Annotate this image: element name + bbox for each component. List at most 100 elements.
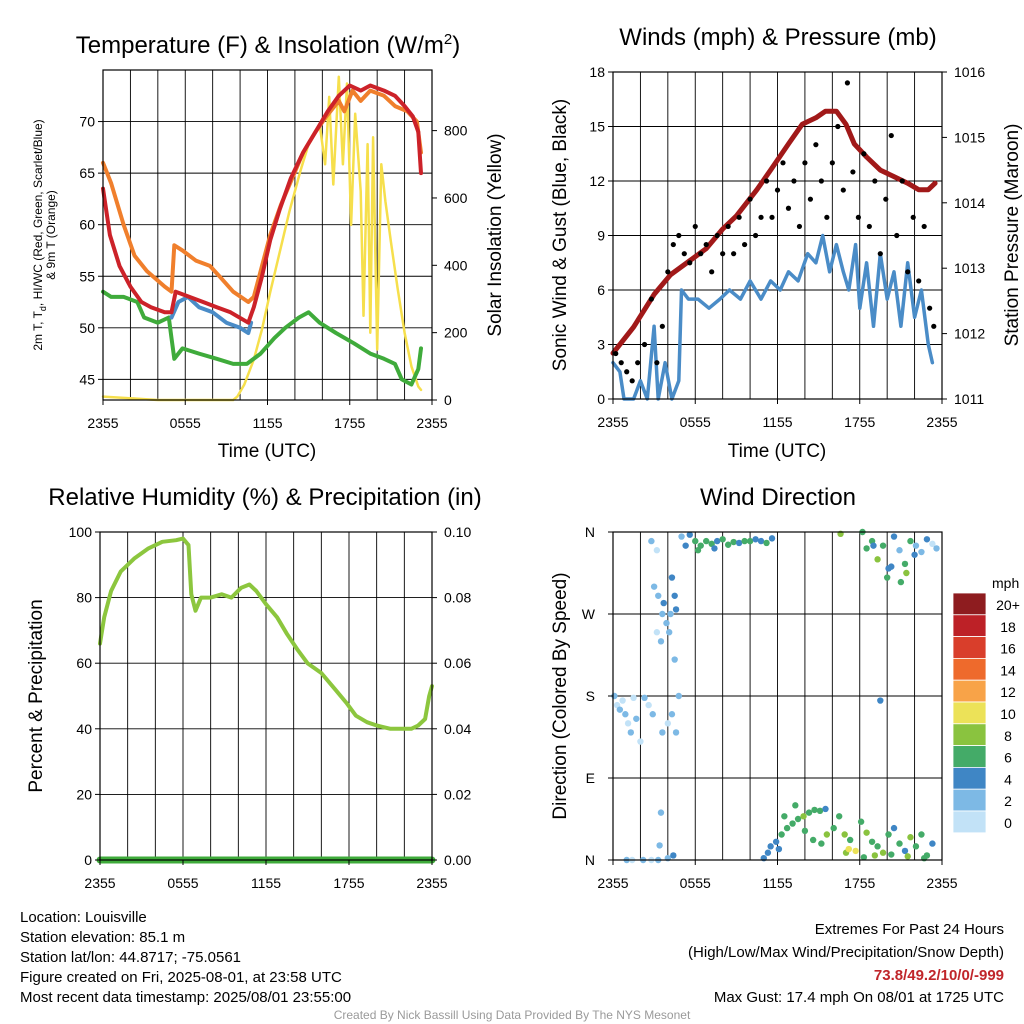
direction-point <box>711 545 718 552</box>
temperature-y-tick-label: 55 <box>79 268 95 284</box>
wind-direction-panel: Wind Direction 2355 0555 1155 1755 2355NESWN… <box>550 484 1020 891</box>
direction-point <box>888 851 895 858</box>
direction-point <box>811 806 818 814</box>
svg-text:2m T, Td, HI/WC (Red, Green, S: 2m T, Td, HI/WC (Red, Green, Scarlet/Blu… <box>31 119 48 350</box>
direction-point <box>857 818 865 825</box>
direction-point <box>818 840 825 847</box>
gust-point <box>850 169 856 175</box>
wind-direction-y-tick-label: N <box>585 524 595 540</box>
gust-point <box>894 232 900 239</box>
gust-point <box>916 278 922 284</box>
direction-point <box>835 813 843 820</box>
winds-y2-tick-label: 1014 <box>954 195 985 211</box>
direction-point <box>671 656 678 663</box>
winds-line-pressure <box>610 108 938 356</box>
temperature-line-yellow <box>101 75 423 402</box>
direction-point <box>863 545 870 552</box>
direction-point <box>649 711 656 718</box>
humidity-y-tick-label: 20 <box>76 786 92 802</box>
gust-point <box>629 378 635 384</box>
temperature-y2-tick-label: 800 <box>444 123 468 139</box>
humidity-x-tick-label: 1755 <box>333 875 364 891</box>
direction-point <box>630 694 637 702</box>
direction-point <box>659 610 666 618</box>
direction-point <box>768 535 776 542</box>
direction-point <box>933 545 940 552</box>
direction-point <box>657 638 665 645</box>
humidity-x-tick-label: 1155 <box>251 875 281 891</box>
direction-point <box>883 574 891 581</box>
direction-point <box>667 610 674 618</box>
gust-point <box>736 214 742 220</box>
winds-y-tick-label: 18 <box>589 64 605 80</box>
max-gust: Max Gust: 17.4 mph On 08/01 at 1725 UTC <box>714 989 1004 1006</box>
direction-point <box>616 706 624 713</box>
speed-legend-swatch <box>952 810 987 834</box>
winds-x-axis-label: Time (UTC) <box>728 441 827 462</box>
direction-point <box>896 547 903 554</box>
winds-panel: Winds (mph) & Pressure (mb) 2355 0555 1155… <box>550 24 1023 462</box>
direction-point <box>713 537 721 545</box>
gust-point <box>648 296 654 302</box>
direction-point <box>801 827 809 835</box>
station-info: Location: Louisville Station elevation: … <box>20 909 351 1006</box>
direction-point <box>874 556 881 563</box>
direction-point <box>772 838 780 845</box>
info-latlon: Station lat/lon: 44.8717; -75.0561 <box>20 949 241 966</box>
gust-point <box>692 223 698 230</box>
gust-point <box>763 178 770 184</box>
speed-legend-swatch <box>952 723 987 746</box>
temperature-line-red <box>101 83 423 325</box>
direction-point <box>863 829 870 836</box>
humidity-y2-tick-label: 0.10 <box>444 524 471 540</box>
direction-point <box>885 831 892 838</box>
credit-line: Created By Nick Bassill Using Data Provi… <box>334 1008 691 1022</box>
direction-point <box>675 692 682 700</box>
temperature-tick-labels: 2355 0555 1155 1755 2355 45 50 55 60 65 70 0 200 400 6… <box>79 114 467 431</box>
direction-point <box>912 542 920 549</box>
direction-point <box>794 815 802 823</box>
gust-point <box>659 323 665 329</box>
direction-point <box>896 840 903 847</box>
speed-legend-label: 20+ <box>996 597 1020 613</box>
winds-x-tick-label: 1755 <box>844 414 875 430</box>
humidity-gridlines <box>100 532 432 860</box>
speed-legend-swatch <box>952 592 987 616</box>
gust-point <box>835 123 841 130</box>
direction-point <box>692 537 699 545</box>
direction-point <box>763 539 770 547</box>
temperature-title: Temperature (F) & Insolation (W/m2) <box>76 31 460 59</box>
humidity-tick-labels: 2355 0555 1155 1755 2355 0 20 40 60 80 100 0.00 0.02… <box>69 524 472 891</box>
direction-point <box>805 809 813 816</box>
winds-y-tick-label: 0 <box>597 391 605 407</box>
direction-point <box>671 592 678 599</box>
gust-point <box>613 350 619 357</box>
direction-point <box>918 548 925 556</box>
winds-series <box>610 80 938 401</box>
direction-point <box>901 560 909 568</box>
direction-point <box>904 853 911 860</box>
direction-point <box>656 842 663 849</box>
direction-point <box>877 697 884 704</box>
direction-point <box>923 536 931 543</box>
direction-point <box>633 715 640 722</box>
direction-point <box>678 533 685 540</box>
direction-point <box>781 813 788 820</box>
winds-y-tick-label: 9 <box>597 228 605 244</box>
temperature-y-tick-label: 50 <box>79 320 95 336</box>
wind-direction-points <box>611 528 940 864</box>
direction-point <box>637 738 644 745</box>
gust-point <box>829 160 835 166</box>
direction-point <box>764 849 772 856</box>
gust-point <box>910 214 916 220</box>
wind-direction-y-tick-label: W <box>582 606 596 622</box>
direction-point <box>903 569 910 577</box>
direction-point <box>775 845 783 853</box>
gust-point <box>813 142 819 148</box>
temperature-x-tick-label: 2355 <box>87 415 118 431</box>
direction-point <box>918 831 925 838</box>
direction-point <box>860 854 868 861</box>
direction-point <box>830 824 837 832</box>
direction-point <box>655 592 662 599</box>
